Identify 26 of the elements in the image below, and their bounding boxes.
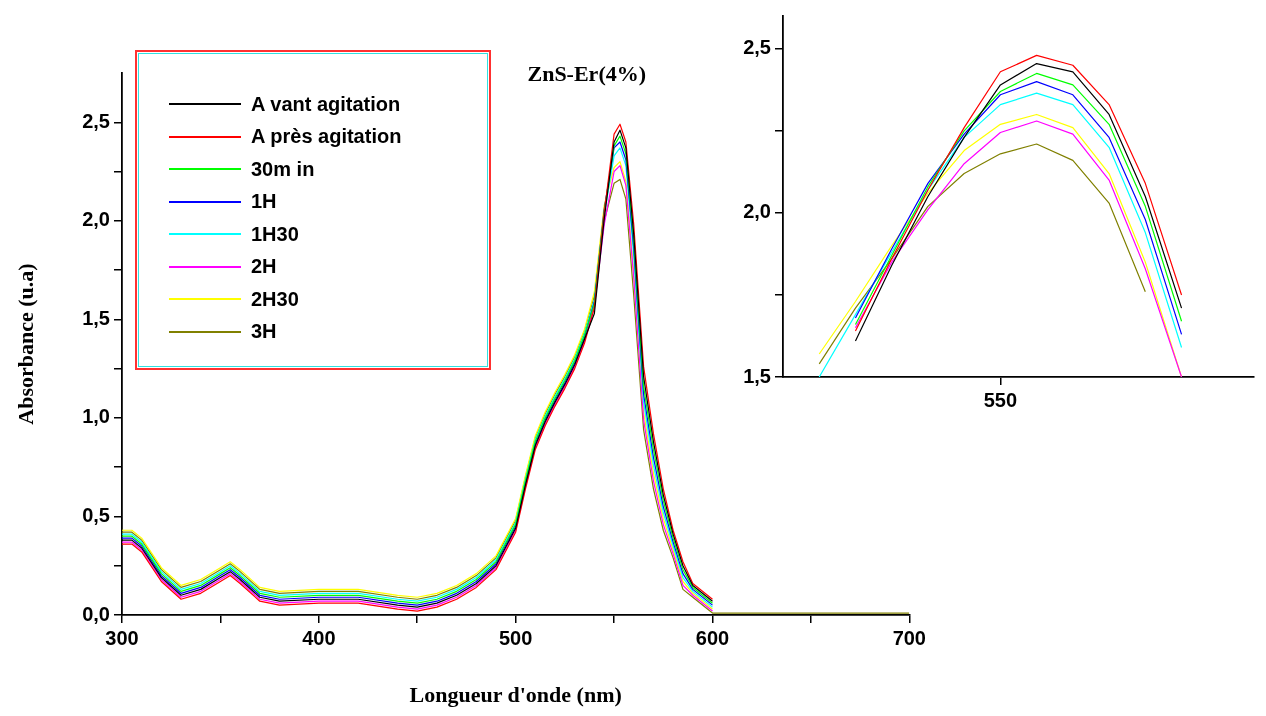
x-tick-label: 300 (105, 626, 139, 649)
y-tick-label: 1,5 (743, 364, 771, 387)
y-tick-label: 1,0 (82, 405, 110, 428)
x-tick-label: 550 (983, 388, 1018, 411)
y-tick-label: 2,0 (82, 208, 110, 231)
legend-label: 2H30 (251, 287, 299, 311)
chart-title: ZnS-Er(4%) (527, 60, 647, 86)
y-tick-label: 0,5 (82, 503, 110, 526)
legend-label: 30m in (251, 157, 315, 181)
legend-label: A près agitation (251, 125, 402, 149)
legend-label: 1H30 (251, 222, 299, 246)
x-tick-label: 700 (892, 626, 926, 649)
y-tick-label: 0,0 (82, 602, 110, 625)
y-axis-title: Absorbance (u.a) (12, 263, 38, 425)
legend-label: 2H (251, 255, 277, 279)
y-tick-label: 2,5 (743, 36, 771, 59)
legend-label: 1H (251, 190, 277, 214)
legend-label: A vant agitation (251, 92, 401, 116)
y-tick-label: 2,0 (743, 200, 771, 223)
x-tick-label: 500 (498, 626, 533, 649)
legend-label: 3H (251, 320, 277, 344)
x-tick-label: 600 (695, 626, 730, 649)
y-tick-label: 1,5 (82, 306, 110, 329)
x-axis-title: Longueur d'onde (nm) (409, 682, 622, 708)
y-tick-label: 2,5 (82, 109, 110, 132)
x-tick-label: 400 (302, 626, 336, 649)
